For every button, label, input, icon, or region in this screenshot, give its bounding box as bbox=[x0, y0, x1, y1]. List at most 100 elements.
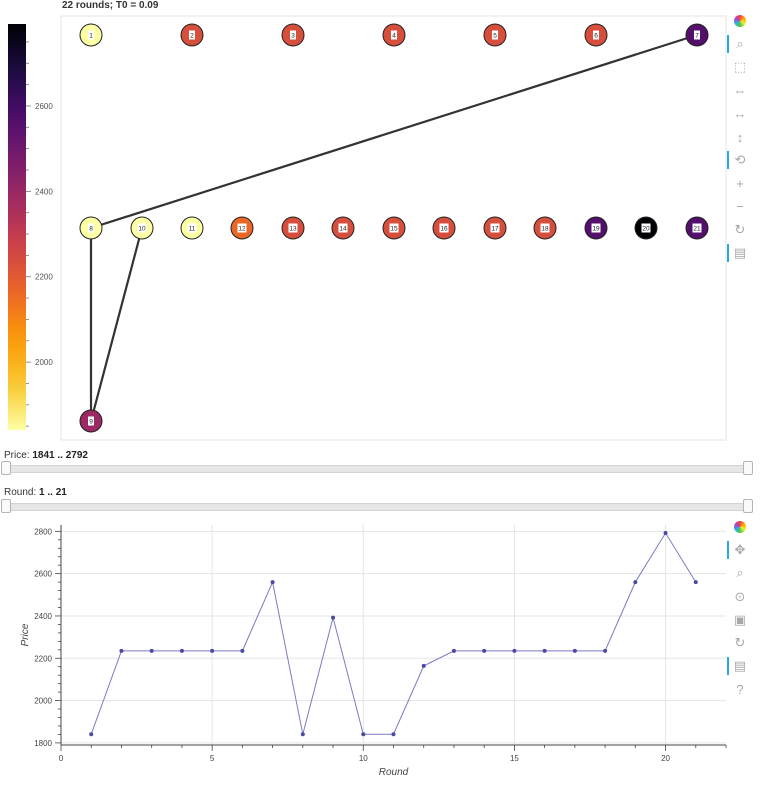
x-axis-label: Round bbox=[379, 767, 409, 778]
price-series-point[interactable] bbox=[361, 732, 366, 737]
graph-node-label-bg bbox=[338, 223, 348, 233]
graph-node-label: 1 bbox=[89, 33, 93, 40]
help-icon[interactable]: ? bbox=[736, 681, 744, 697]
bokeh-logo-icon bbox=[727, 10, 753, 32]
price-series-point[interactable] bbox=[300, 732, 305, 737]
y-tick-label: 2400 bbox=[34, 612, 52, 621]
graph-node-label-bg bbox=[694, 30, 700, 40]
price-series-line bbox=[90, 532, 697, 735]
graph-edge bbox=[89, 227, 144, 422]
graph-node-label: 16 bbox=[440, 226, 448, 233]
graph-node-label-bg bbox=[641, 223, 651, 233]
zoom-in-icon[interactable]: + bbox=[736, 175, 744, 191]
graph-node-label-bg bbox=[237, 223, 247, 233]
round-slider-label: Round: 1 .. 21 bbox=[4, 487, 67, 498]
price-series-point[interactable] bbox=[603, 648, 608, 653]
x-tick-label: 15 bbox=[510, 754, 519, 763]
graph-node-label: 13 bbox=[289, 226, 297, 233]
graph-node-label-bg bbox=[189, 30, 195, 40]
price-series-point[interactable] bbox=[270, 580, 275, 585]
colorbar bbox=[8, 24, 26, 430]
price-series-point[interactable] bbox=[210, 648, 215, 653]
price-series-point[interactable] bbox=[391, 732, 396, 737]
graph-node-label: 15 bbox=[390, 226, 398, 233]
box-zoom-icon[interactable]: ⌕ bbox=[727, 33, 753, 55]
graph-node-label: 3 bbox=[291, 33, 295, 40]
x-pan-icon[interactable]: ↔ bbox=[733, 106, 747, 122]
graph-node-label: 12 bbox=[238, 226, 246, 233]
hover-icon[interactable]: ▤ bbox=[727, 242, 753, 264]
reset-zoom-icon[interactable]: ⟲ bbox=[727, 149, 753, 171]
price-series-point[interactable] bbox=[633, 580, 638, 585]
graph-node-label: 10 bbox=[138, 226, 146, 233]
price-series-point[interactable] bbox=[119, 648, 124, 653]
graph-node-label-bg bbox=[88, 223, 94, 233]
graph-node-label-bg bbox=[490, 223, 500, 233]
graph-node-label-bg bbox=[540, 223, 550, 233]
graph-node-label: 5 bbox=[493, 33, 497, 40]
graph-node-label-bg bbox=[389, 223, 399, 233]
graph-node-label: 14 bbox=[339, 226, 347, 233]
zoom-out-icon[interactable]: − bbox=[736, 199, 744, 215]
bottom-toolbar: ✥ ⌕ ⊙ ▣ ↻ ▤? bbox=[727, 516, 753, 697]
price-slider-end-handle[interactable] bbox=[743, 461, 753, 475]
graph-title: 22 rounds; T0 = 0.09 bbox=[62, 0, 159, 11]
x-tick-label: 10 bbox=[359, 754, 368, 763]
round-range-slider[interactable] bbox=[1, 499, 753, 513]
graph-edge bbox=[90, 33, 698, 230]
y-pan-icon[interactable]: ↕ bbox=[736, 129, 744, 145]
x-tick-label: 5 bbox=[210, 754, 215, 763]
round-range-value: 1 .. 21 bbox=[39, 487, 67, 498]
price-series-point[interactable] bbox=[663, 531, 668, 536]
x-tick-label: 0 bbox=[59, 754, 64, 763]
graph-node-label: 21 bbox=[693, 226, 701, 233]
price-series-point[interactable] bbox=[542, 648, 547, 653]
bokeh-logo-icon bbox=[727, 516, 753, 538]
x-wheel-zoom-icon[interactable]: ⇔ bbox=[733, 83, 747, 99]
box-select-icon[interactable]: ⬚ bbox=[733, 59, 747, 75]
price-range-value: 1841 .. 2792 bbox=[32, 450, 88, 461]
graph-node-label: 20 bbox=[642, 226, 650, 233]
price-range-slider[interactable] bbox=[1, 461, 753, 475]
price-series-point[interactable] bbox=[331, 615, 336, 620]
graph-node-label: 17 bbox=[491, 226, 499, 233]
y-tick-label: 2600 bbox=[34, 570, 52, 579]
price-series-point[interactable] bbox=[240, 648, 245, 653]
top-toolbar: ⌕ ⬚ ⇔ ↔ ↕ ⟲ + − ↻ ▤ bbox=[727, 10, 753, 270]
price-line-chart[interactable]: 1800 2000 2200 2400 2600 2800 0 5 10 15 20 Round Pri… bbox=[0, 515, 735, 785]
pan-icon[interactable]: ✥ bbox=[727, 539, 753, 561]
price-slider-start-handle[interactable] bbox=[1, 461, 11, 475]
y-tick-label: 2200 bbox=[34, 654, 52, 663]
save-icon[interactable]: ▣ bbox=[733, 611, 747, 627]
graph-node-label-bg bbox=[187, 223, 197, 233]
price-series-point[interactable] bbox=[89, 732, 94, 737]
graph-frame bbox=[60, 15, 727, 441]
graph-node-label: 2 bbox=[190, 33, 194, 40]
graph-node-label: 6 bbox=[594, 33, 598, 40]
graph-node-label-bg bbox=[692, 223, 702, 233]
price-series-point[interactable] bbox=[512, 648, 517, 653]
round-slider-start-handle[interactable] bbox=[1, 499, 11, 513]
graph-node-label-bg bbox=[88, 416, 94, 426]
refresh-icon[interactable]: ↻ bbox=[734, 221, 746, 237]
y-tick-label: 2000 bbox=[34, 697, 52, 706]
price-series-point[interactable] bbox=[693, 580, 698, 585]
box-zoom-icon[interactable]: ⌕ bbox=[736, 565, 744, 581]
graph-node-label-bg bbox=[593, 30, 599, 40]
graph-node-label-bg bbox=[492, 30, 498, 40]
colorbar-tick-label: 2400 bbox=[35, 187, 53, 196]
price-series-point[interactable] bbox=[572, 648, 577, 653]
y-tick-label: 2800 bbox=[34, 527, 52, 536]
x-tick-label: 20 bbox=[661, 754, 670, 763]
price-series-point[interactable] bbox=[482, 648, 487, 653]
price-series-point[interactable] bbox=[451, 648, 456, 653]
price-series-point[interactable] bbox=[421, 663, 426, 668]
price-series-point[interactable] bbox=[149, 648, 154, 653]
round-label-text: Round: bbox=[4, 487, 37, 498]
wheel-zoom-icon[interactable]: ⊙ bbox=[734, 588, 746, 604]
price-series-point[interactable] bbox=[179, 648, 184, 653]
hover-icon[interactable]: ▤ bbox=[727, 655, 753, 677]
reset-icon[interactable]: ↻ bbox=[734, 635, 746, 650]
round-slider-end-handle[interactable] bbox=[743, 499, 753, 513]
